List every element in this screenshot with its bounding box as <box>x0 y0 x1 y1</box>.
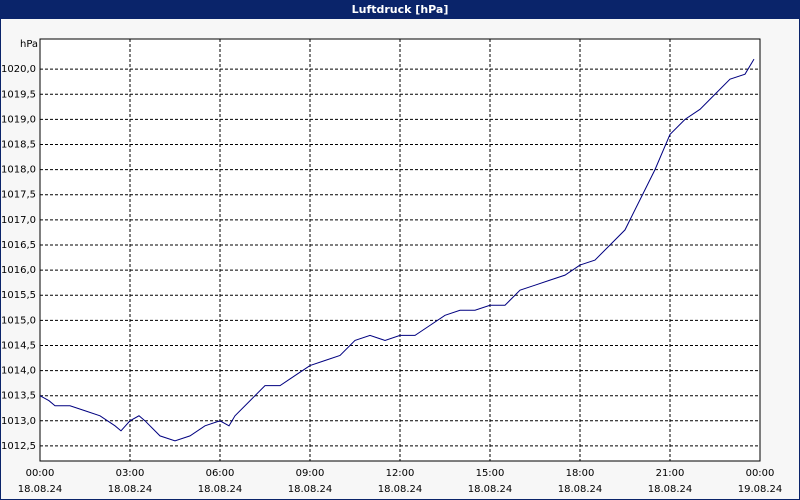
x-tick-label: 03:00 <box>116 468 145 479</box>
y-tick-label: 1018,0 <box>1 165 36 176</box>
y-tick-label: 1015,0 <box>1 315 36 326</box>
x-tick-label: 06:00 <box>206 468 235 479</box>
x-tick-label: 00:00 <box>26 468 55 479</box>
chart-title: Luftdruck [hPa] <box>352 3 449 16</box>
x-tick-date: 18.08.24 <box>648 484 693 495</box>
y-tick-label: 1014,5 <box>1 340 36 351</box>
title-bar <box>0 0 800 19</box>
x-tick-date: 18.08.24 <box>198 484 243 495</box>
x-tick-date: 19.08.24 <box>738 484 783 495</box>
x-tick-label: 00:00 <box>746 468 775 479</box>
y-tick-label: 1016,0 <box>1 265 36 276</box>
y-tick-label: 1017,5 <box>1 190 36 201</box>
y-tick-label: 1019,0 <box>1 114 36 125</box>
y-axis-label: hPa <box>20 39 38 50</box>
x-tick-date: 18.08.24 <box>558 484 603 495</box>
y-tick-label: 1016,5 <box>1 240 36 251</box>
x-tick-date: 18.08.24 <box>288 484 333 495</box>
y-tick-label: 1013,0 <box>1 416 36 427</box>
x-tick-label: 09:00 <box>296 468 325 479</box>
y-tick-label: 1015,5 <box>1 290 36 301</box>
x-tick-date: 18.08.24 <box>378 484 423 495</box>
y-tick-label: 1019,5 <box>1 89 36 100</box>
y-tick-label: 1020,0 <box>1 64 36 75</box>
y-tick-label: 1012,5 <box>1 441 36 452</box>
data-line <box>39 58 755 442</box>
x-tick-date: 18.08.24 <box>108 484 153 495</box>
y-tick-label: 1017,0 <box>1 215 36 226</box>
y-tick-label: 1018,5 <box>1 140 36 151</box>
x-tick-label: 15:00 <box>476 468 505 479</box>
x-tick-label: 12:00 <box>386 468 415 479</box>
y-tick-label: 1013,5 <box>1 391 36 402</box>
x-tick-label: 21:00 <box>656 468 685 479</box>
x-tick-label: 18:00 <box>566 468 595 479</box>
x-tick-date: 18.08.24 <box>18 484 63 495</box>
x-tick-date: 18.08.24 <box>468 484 513 495</box>
y-tick-label: 1014,0 <box>1 366 36 377</box>
